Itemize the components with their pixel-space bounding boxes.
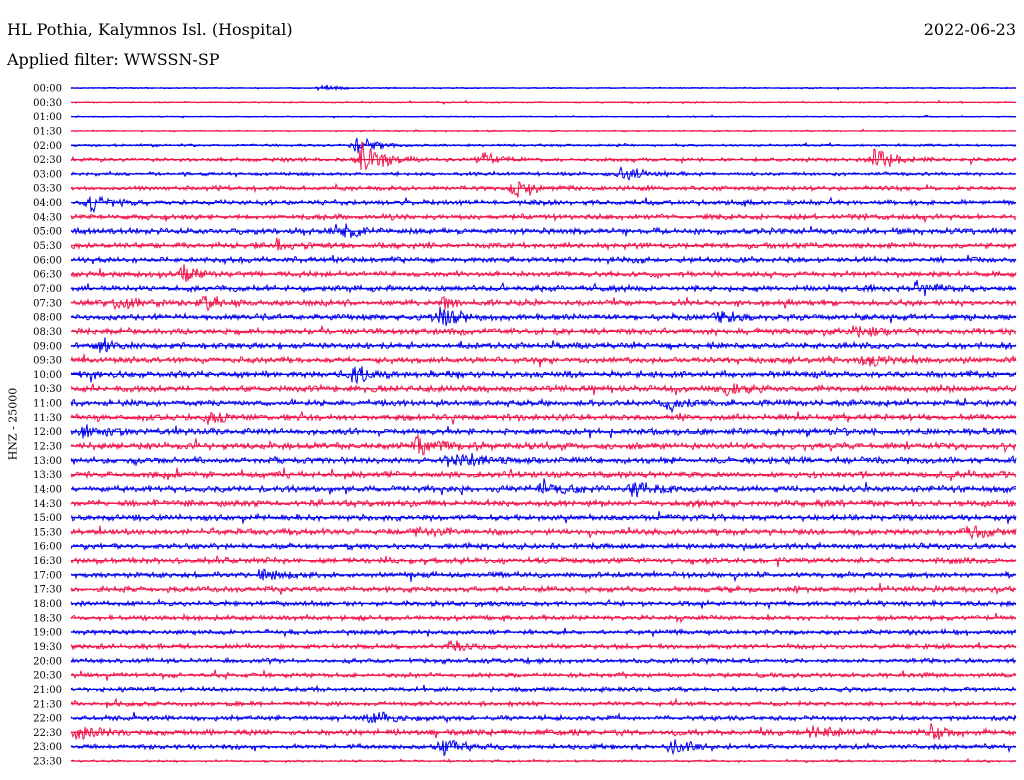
row-time-label: 10:30 [33,384,62,395]
row-time-label: 02:30 [33,155,62,166]
row-time-label: 03:30 [33,184,62,195]
row-time-label: 08:00 [33,313,62,324]
row-time-label: 03:00 [33,169,62,180]
trace-row-0400 [70,195,1017,214]
row-time-label: 01:30 [33,126,62,137]
trace-row-0230 [70,141,1017,170]
trace-row-0800 [70,306,1017,326]
row-time-label: 21:30 [33,699,62,710]
trace-row-2300 [70,739,1017,757]
trace-row-0900 [70,337,1017,353]
row-time-label: 14:30 [33,499,62,510]
trace-row-0330 [70,180,1017,198]
row-time-label: 00:30 [33,98,62,109]
row-time-label: 20:00 [33,656,62,667]
row-time-label: 19:30 [33,642,62,653]
trace-row-1230 [70,434,1017,456]
row-time-label: 18:00 [33,599,62,610]
row-time-label: 16:30 [33,556,62,567]
row-time-label: 07:30 [33,298,62,309]
trace-row-1630 [70,555,1017,568]
trace-row-1400 [70,478,1017,498]
row-time-label: 04:00 [33,198,62,209]
row-time-label: 11:30 [33,413,62,424]
trace-row-2200 [70,711,1017,724]
row-time-label: 19:00 [33,628,62,639]
row-time-label: 09:30 [33,356,62,367]
trace-row-1130 [70,411,1017,425]
trace-row-1200 [70,424,1017,439]
row-time-label: 02:00 [33,141,62,152]
row-time-label: 17:00 [33,570,62,581]
trace-row-0530 [70,237,1017,252]
station-title: HL Pothia, Kalymnos Isl. (Hospital) [7,20,293,39]
row-time-label: 17:30 [33,585,62,596]
trace-row-1100 [70,397,1017,414]
row-time-label: 05:30 [33,241,62,252]
trace-row-1030 [70,383,1017,397]
trace-row-1930 [70,639,1017,652]
row-time-label: 21:00 [33,685,62,696]
row-time-label: 23:30 [33,757,62,768]
trace-row-1700 [70,568,1017,583]
row-time-label: 04:30 [33,212,62,223]
row-time-label: 05:00 [33,227,62,238]
row-time-label: 15:30 [33,527,62,538]
row-time-label: 15:00 [33,513,62,524]
trace-row-0930 [70,353,1017,368]
trace-row-2230 [70,723,1017,740]
filter-label: Applied filter: WWSSN-SP [7,50,220,69]
trace-row-2100 [70,684,1017,694]
row-time-label: 22:00 [33,714,62,725]
row-time-label: 08:30 [33,327,62,338]
row-time-label: 13:30 [33,470,62,481]
row-time-label: 12:00 [33,427,62,438]
row-time-label: 16:00 [33,542,62,553]
plot-date: 2022-06-23 [923,20,1016,39]
row-time-label: 13:00 [33,456,62,467]
row-time-label: 11:00 [33,399,62,410]
row-time-label: 18:30 [33,613,62,624]
row-time-label: 09:00 [33,341,62,352]
row-time-label: 22:30 [33,728,62,739]
row-time-label: 20:30 [33,671,62,682]
row-time-label: 06:00 [33,255,62,266]
row-time-label: 10:00 [33,370,62,381]
row-time-label: 12:30 [33,442,62,453]
row-time-label: 23:00 [33,742,62,753]
trace-row-0630 [70,264,1017,283]
row-time-label: 00:00 [33,84,62,95]
row-time-label: 06:30 [33,270,62,281]
row-time-label: 14:00 [33,484,62,495]
trace-row-1730 [70,582,1017,596]
row-time-label: 01:00 [33,112,62,123]
row-time-label: 07:00 [33,284,62,295]
trace-row-0430 [70,212,1017,224]
